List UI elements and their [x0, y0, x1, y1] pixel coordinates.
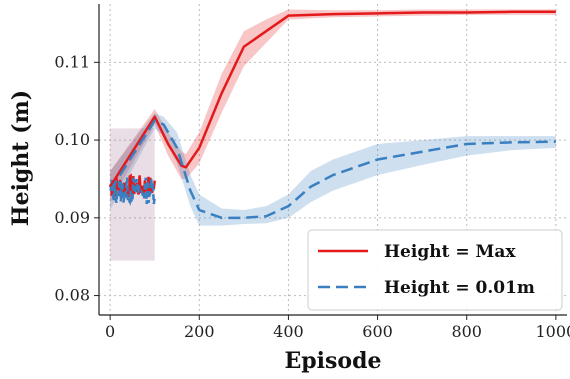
x-axis-title: Episode	[285, 348, 382, 374]
y-tick-label: 0.08	[54, 286, 90, 305]
y-tick-label: 0.11	[54, 52, 90, 71]
legend-label-001m: Height = 0.01m	[384, 278, 535, 298]
x-tick-label: 400	[273, 322, 304, 341]
x-tick-label: 600	[362, 322, 393, 341]
series-lines	[109, 10, 556, 220]
x-tick-label: 800	[451, 322, 482, 341]
y-tick-label: 0.10	[54, 130, 90, 149]
early-noise-region	[108, 128, 156, 261]
legend: Height = Max Height = 0.01m	[307, 229, 563, 311]
series-line-0	[109, 10, 556, 188]
confidence-bands	[110, 9, 556, 226]
legend-label-max: Height = Max	[384, 242, 516, 262]
noise-trace-001m	[108, 176, 156, 207]
x-tick-label: 200	[184, 322, 215, 341]
y-axis-title: Height (m)	[8, 90, 34, 226]
series-line-1	[109, 119, 556, 220]
x-tick-label: 0	[105, 322, 115, 341]
y-tick-label: 0.09	[54, 208, 90, 227]
legend-box	[307, 229, 563, 311]
confidence-band-1	[110, 112, 556, 226]
